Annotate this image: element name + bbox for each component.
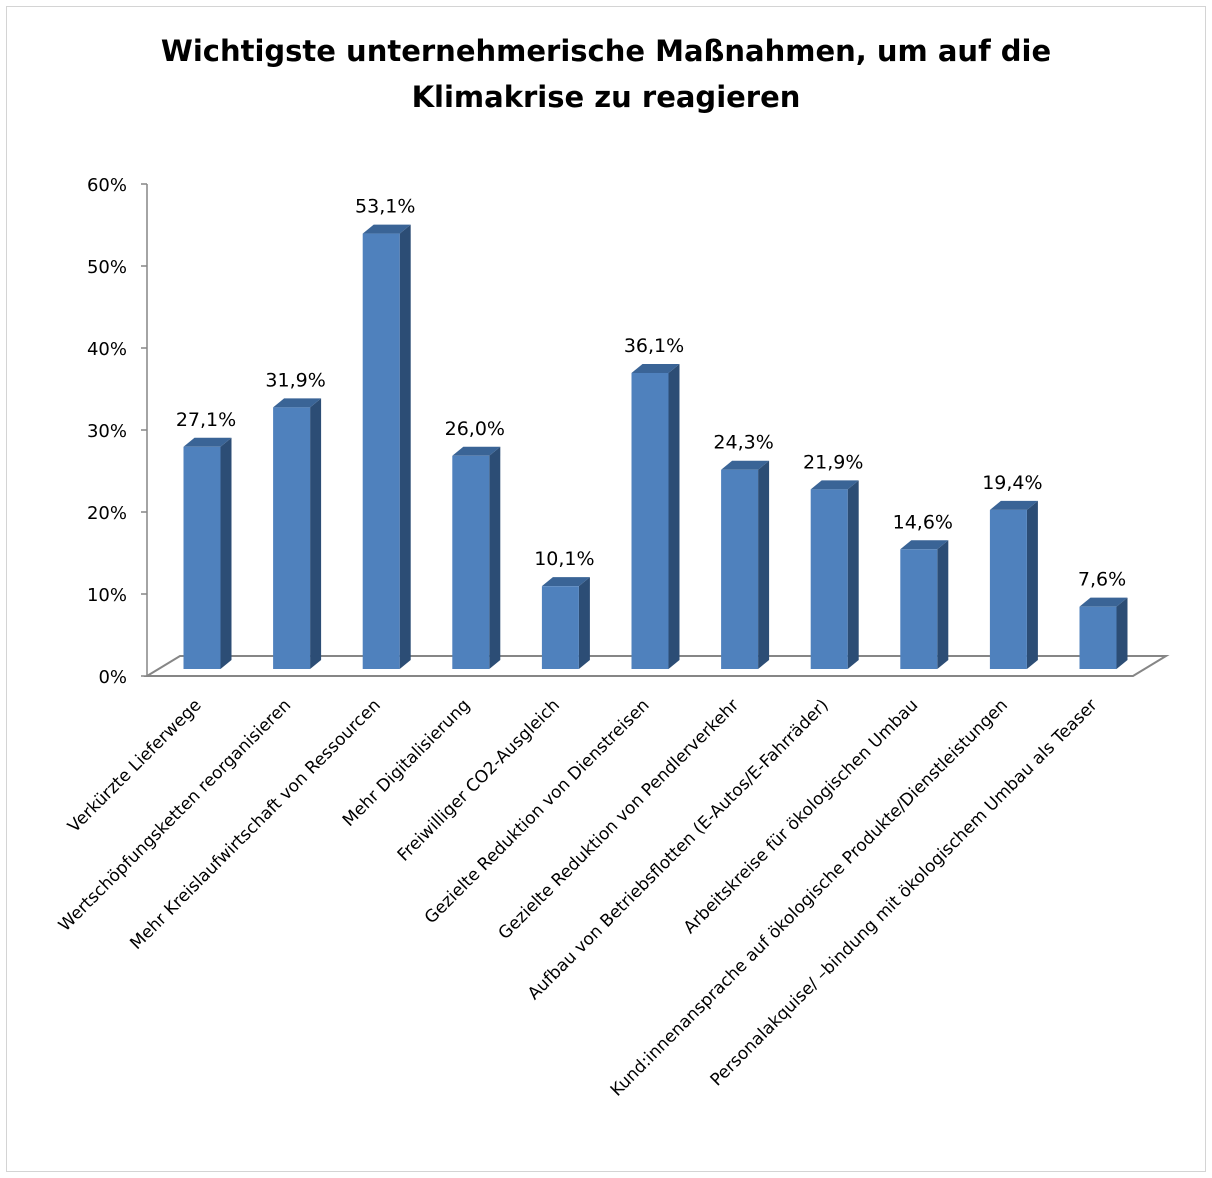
bar-side-face [758, 460, 770, 669]
bar-top-face [810, 480, 859, 490]
category-labels: Verkürzte LieferwegeWertschöpfungsketten… [55, 695, 1102, 1100]
bar-front-face [989, 509, 1027, 669]
bar-side-face [1026, 500, 1038, 669]
bar [1079, 597, 1128, 669]
data-label: 53,1% [355, 196, 415, 218]
bar-top-face [541, 577, 590, 587]
chart-floor [143, 655, 1170, 677]
bar-top-face [273, 398, 322, 408]
bar-front-face [631, 372, 669, 669]
y-tick-label: 50% [87, 257, 127, 278]
bar [273, 398, 322, 669]
y-tick-label: 10% [87, 585, 127, 606]
data-label: 19,4% [982, 472, 1042, 494]
bar-side-face [668, 363, 680, 669]
bar [541, 577, 590, 669]
y-tick-label: 20% [87, 503, 127, 524]
bar-front-face [810, 489, 848, 669]
y-tick-label: 0% [98, 667, 127, 688]
bar-side-face [310, 398, 322, 669]
bar [183, 437, 232, 669]
y-axis-ticks: 0% 10% 20% 30% 40% 50% 60% [87, 175, 147, 688]
bar [452, 446, 501, 669]
bar-front-face [273, 407, 311, 669]
chart-bars [183, 224, 1128, 669]
data-label: 31,9% [265, 369, 325, 391]
bar [631, 363, 680, 669]
bar-side-face [1116, 597, 1128, 669]
bar-front-face [452, 455, 490, 669]
bar-front-face [183, 446, 221, 669]
bar-front-face [900, 549, 938, 669]
bar-side-face [399, 224, 411, 669]
bar [810, 480, 859, 669]
bar [721, 460, 770, 669]
bar-side-face [489, 446, 501, 669]
bar-top-face [452, 446, 501, 456]
bar [362, 224, 411, 669]
bar-side-face [578, 577, 590, 669]
data-label: 14,6% [893, 511, 953, 533]
chart-title: Wichtigste unternehmerische Maßnahmen, u… [0, 28, 1212, 120]
bar [989, 500, 1038, 669]
chart-title-line-1: Wichtigste unternehmerische Maßnahmen, u… [160, 34, 1052, 68]
bar [900, 540, 949, 669]
data-label: 10,1% [534, 548, 594, 570]
data-label: 21,9% [803, 451, 863, 473]
bar-top-face [721, 460, 770, 470]
data-label: 7,6% [1078, 569, 1126, 591]
bar-side-face [937, 540, 949, 669]
chart-title-line-2: Klimakrise zu reagieren [411, 80, 801, 114]
bar-top-face [989, 500, 1038, 510]
data-label: 26,0% [445, 418, 505, 440]
data-label: 36,1% [624, 335, 684, 357]
y-tick-label: 30% [87, 421, 127, 442]
bar-top-face [900, 540, 949, 550]
y-tick-label: 40% [87, 339, 127, 360]
bar-front-face [541, 586, 579, 669]
bar-top-face [631, 363, 680, 373]
bar-side-face [220, 437, 232, 669]
data-label: 24,3% [713, 432, 773, 454]
bar-top-face [1079, 597, 1128, 607]
bar-front-face [362, 233, 400, 669]
y-tick-label: 60% [87, 175, 127, 196]
bar-top-face [183, 437, 232, 447]
data-labels: 27,1% 31,9% 53,1% 26,0% 10,1% 36,1% 24,3% 21,9%… [176, 196, 1126, 591]
bar-front-face [1079, 606, 1117, 669]
bar-front-face [721, 469, 759, 669]
bar-top-face [362, 224, 411, 234]
data-label: 27,1% [176, 409, 236, 431]
category-label: Freiwilliger CO2-Ausgleich [394, 695, 564, 865]
bar-side-face [847, 480, 859, 669]
category-label: Aufbau von Betriebsflotten (E-Autos/E-Fa… [524, 695, 833, 1004]
